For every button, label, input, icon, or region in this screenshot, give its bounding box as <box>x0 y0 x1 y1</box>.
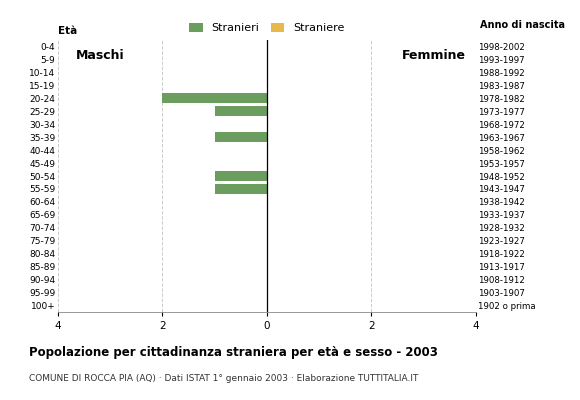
Bar <box>215 184 267 194</box>
Bar <box>215 132 267 142</box>
Text: Età: Età <box>58 26 77 36</box>
Legend: Stranieri, Straniere: Stranieri, Straniere <box>185 18 349 38</box>
Bar <box>215 106 267 116</box>
Bar <box>162 94 267 103</box>
Text: Anno di nascita: Anno di nascita <box>480 20 565 30</box>
Text: COMUNE DI ROCCA PIA (AQ) · Dati ISTAT 1° gennaio 2003 · Elaborazione TUTTITALIA.: COMUNE DI ROCCA PIA (AQ) · Dati ISTAT 1°… <box>29 374 418 383</box>
Text: Popolazione per cittadinanza straniera per età e sesso - 2003: Popolazione per cittadinanza straniera p… <box>29 346 438 359</box>
Text: Maschi: Maschi <box>75 49 124 62</box>
Text: Femmine: Femmine <box>402 49 466 62</box>
Bar <box>215 171 267 181</box>
